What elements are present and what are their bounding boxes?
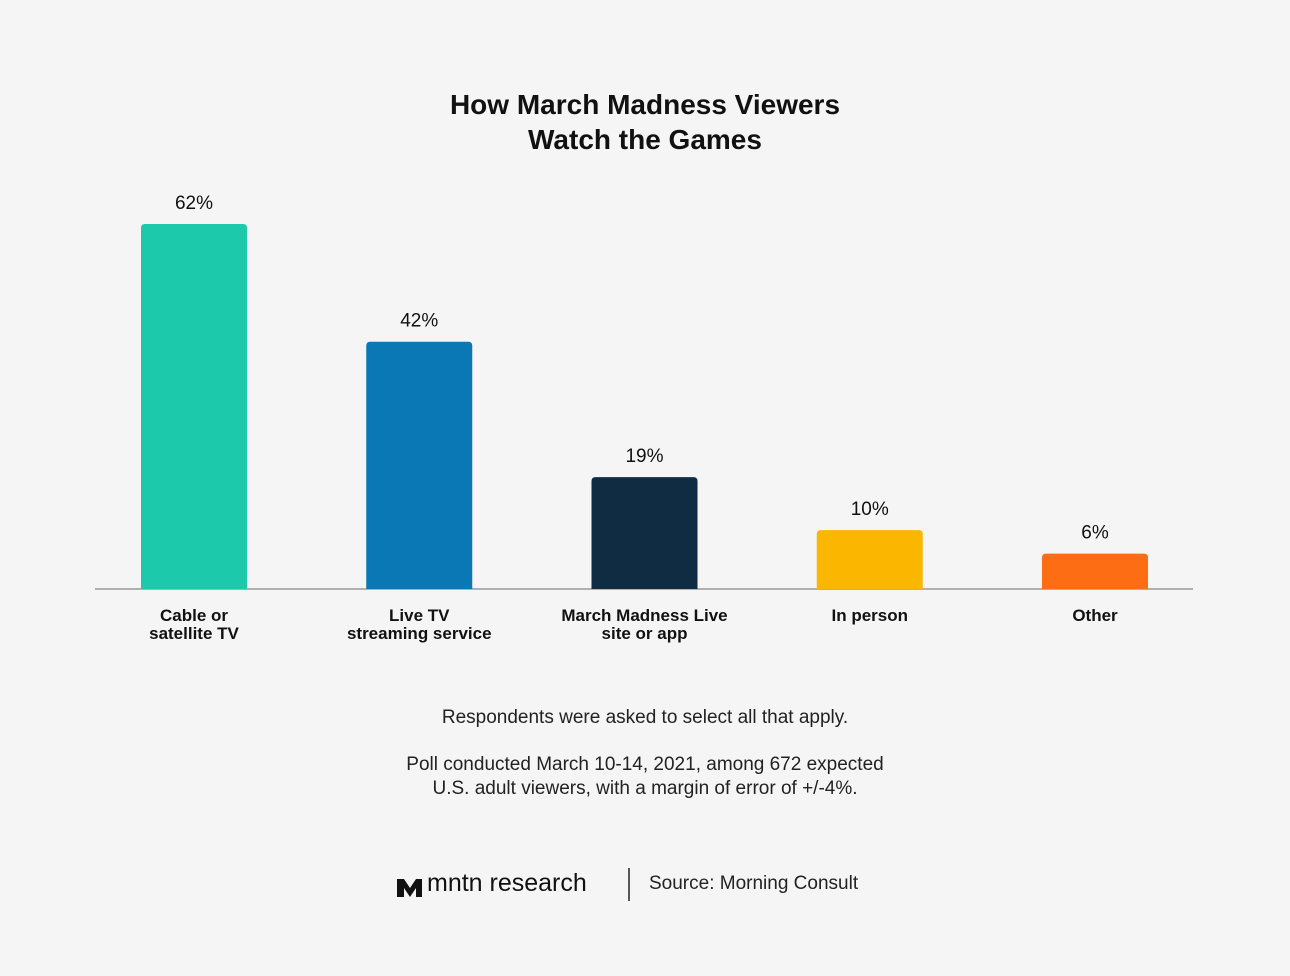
note: Respondents were asked to select all tha… <box>442 707 848 728</box>
logo-icon <box>397 879 422 897</box>
bar <box>141 224 247 589</box>
value-label: 6% <box>1081 523 1109 544</box>
bar <box>816 530 923 589</box>
value-label: 19% <box>625 446 663 467</box>
x-tick-label: March Madness Live site or app <box>561 606 727 643</box>
note: Poll conducted March 10-14, 2021, among … <box>406 754 883 799</box>
x-tick-label: Cable or satellite TV <box>149 606 239 643</box>
x-tick-label: In person <box>831 606 908 625</box>
chart-title: How March Madness Viewers Watch the Games <box>450 89 840 155</box>
value-label: 42% <box>400 311 438 332</box>
x-tick-label: Other <box>1072 606 1118 625</box>
bar <box>591 477 698 589</box>
value-label: 10% <box>851 499 889 520</box>
bar <box>366 341 473 589</box>
bar <box>1042 553 1148 589</box>
value-label: 62% <box>175 193 213 214</box>
logo: mntn research <box>427 869 587 897</box>
source: Source: Morning Consult <box>649 873 859 894</box>
x-tick-label: Live TV streaming service <box>347 606 492 643</box>
